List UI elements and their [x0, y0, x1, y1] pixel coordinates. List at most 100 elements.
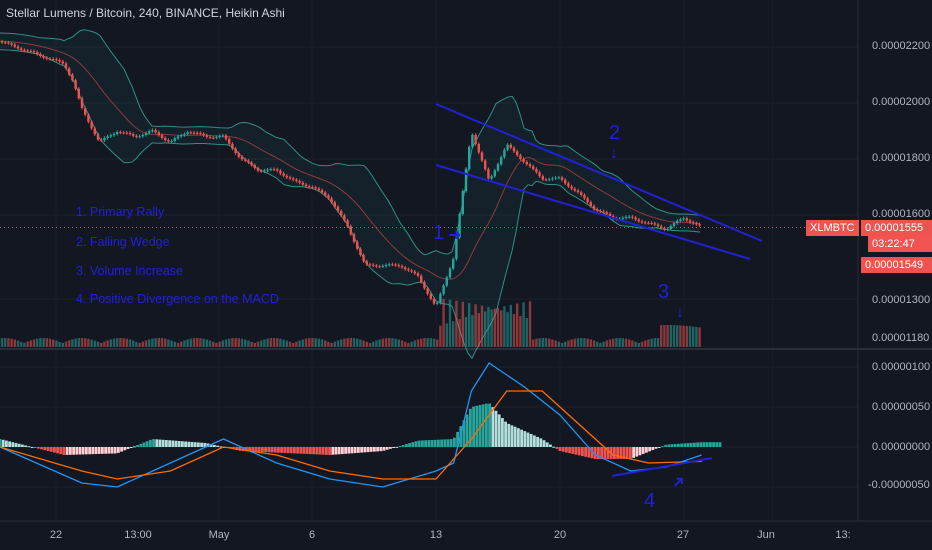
- volume-bar: [164, 338, 167, 347]
- candle-body: [541, 176, 544, 180]
- candle-body: [224, 135, 228, 139]
- volume-bar: [208, 340, 212, 347]
- candle-body: [628, 216, 631, 218]
- candle-body: [122, 132, 125, 134]
- candle-body: [567, 183, 570, 187]
- candle-body: [208, 136, 212, 138]
- volume-bar: [397, 339, 400, 347]
- candle-body: [650, 222, 653, 224]
- volume-bar: [237, 338, 240, 347]
- candle-body: [692, 222, 695, 224]
- volume-bar: [23, 342, 26, 347]
- volume-bar: [311, 338, 314, 347]
- volume-bar: [189, 338, 192, 347]
- candle-body: [474, 134, 477, 144]
- candle-body: [560, 177, 564, 180]
- candle-body: [596, 209, 599, 211]
- macd-histogram-bar: [718, 442, 722, 447]
- macd-histogram-bar: [139, 443, 143, 447]
- volume-bar: [583, 338, 586, 347]
- symbol-name: Stellar Lumens / Bitcoin: [6, 6, 133, 20]
- macd-histogram-bar: [78, 447, 82, 455]
- candle-body: [340, 210, 343, 216]
- candle-body: [215, 136, 218, 138]
- volume-bar: [432, 338, 436, 347]
- volume-bar: [64, 341, 68, 347]
- volume-bar: [247, 340, 250, 347]
- macd-histogram-bar: [622, 447, 626, 459]
- macd-histogram-bar: [273, 447, 277, 453]
- volume-bar: [516, 303, 519, 347]
- volume-bar: [586, 338, 589, 347]
- macd-histogram-bar: [341, 447, 344, 455]
- macd-histogram-bar: [686, 443, 690, 447]
- volume-bar: [7, 338, 10, 347]
- volume-bar: [253, 342, 256, 347]
- volume-bar: [336, 340, 340, 347]
- candle-body: [477, 143, 480, 153]
- macd-histogram-bar: [520, 429, 523, 447]
- macd-histogram-bar: [670, 444, 674, 447]
- candle-body: [682, 218, 685, 220]
- candle-body: [276, 169, 279, 171]
- candle-body: [109, 135, 112, 137]
- macd-histogram-bar: [619, 447, 623, 459]
- volume-bar: [138, 342, 141, 347]
- volume-bar: [154, 338, 157, 347]
- macd-histogram-bar: [350, 447, 354, 454]
- macd-histogram-bar: [293, 447, 296, 454]
- candle-body: [228, 138, 231, 144]
- macd-histogram-bar: [33, 447, 37, 448]
- candle-body: [359, 248, 362, 256]
- macd-histogram-bar: [657, 447, 661, 448]
- candle-body: [324, 192, 327, 196]
- volume-bar: [596, 341, 599, 347]
- macd-histogram-bar: [664, 444, 667, 447]
- candle-body: [500, 157, 503, 165]
- volume-bar: [528, 301, 532, 347]
- volume-bar: [669, 325, 672, 347]
- volume-bar: [439, 325, 442, 347]
- candle-body: [32, 51, 36, 53]
- candle-body: [432, 298, 436, 304]
- macd-histogram-bar: [309, 447, 312, 455]
- macd-histogram-bar: [449, 439, 453, 447]
- volume-bar: [87, 338, 90, 347]
- volume-bar: [487, 307, 490, 347]
- volume-bar: [279, 338, 282, 347]
- macd-histogram-bar: [43, 447, 47, 451]
- macd-histogram-bar: [699, 442, 703, 447]
- candle-body: [653, 223, 656, 225]
- macd-histogram-bar: [277, 447, 280, 453]
- candle-body: [381, 265, 384, 267]
- macd-histogram-bar: [373, 447, 376, 452]
- candle-body: [170, 140, 173, 142]
- candle-body: [260, 170, 263, 172]
- macd-histogram-bar: [705, 442, 709, 447]
- volume-bar: [672, 325, 676, 347]
- candle-body: [320, 190, 324, 193]
- candle-body: [362, 255, 365, 262]
- candle-body: [106, 136, 109, 138]
- candle-body: [688, 220, 692, 223]
- volume-bar: [608, 339, 612, 347]
- volume-bar: [224, 339, 228, 347]
- macd-histogram-bar: [462, 420, 466, 447]
- volume-bar: [426, 338, 429, 347]
- volume-bar: [512, 314, 516, 347]
- last-price-tag: 0.00001555: [861, 220, 932, 236]
- volume-bar: [4, 338, 7, 347]
- candle-body: [660, 226, 663, 229]
- macd-histogram-bar: [241, 447, 245, 452]
- macd-histogram-bar: [299, 447, 303, 454]
- volume-bar: [564, 341, 567, 347]
- candle-body: [128, 132, 132, 135]
- candle-body: [256, 168, 260, 171]
- macd-histogram-bar: [411, 442, 415, 447]
- candle-body: [352, 234, 356, 242]
- macd-histogram-bar: [549, 444, 552, 447]
- macd-histogram-bar: [709, 442, 712, 447]
- volume-bar: [666, 325, 669, 347]
- candle-body: [173, 138, 176, 141]
